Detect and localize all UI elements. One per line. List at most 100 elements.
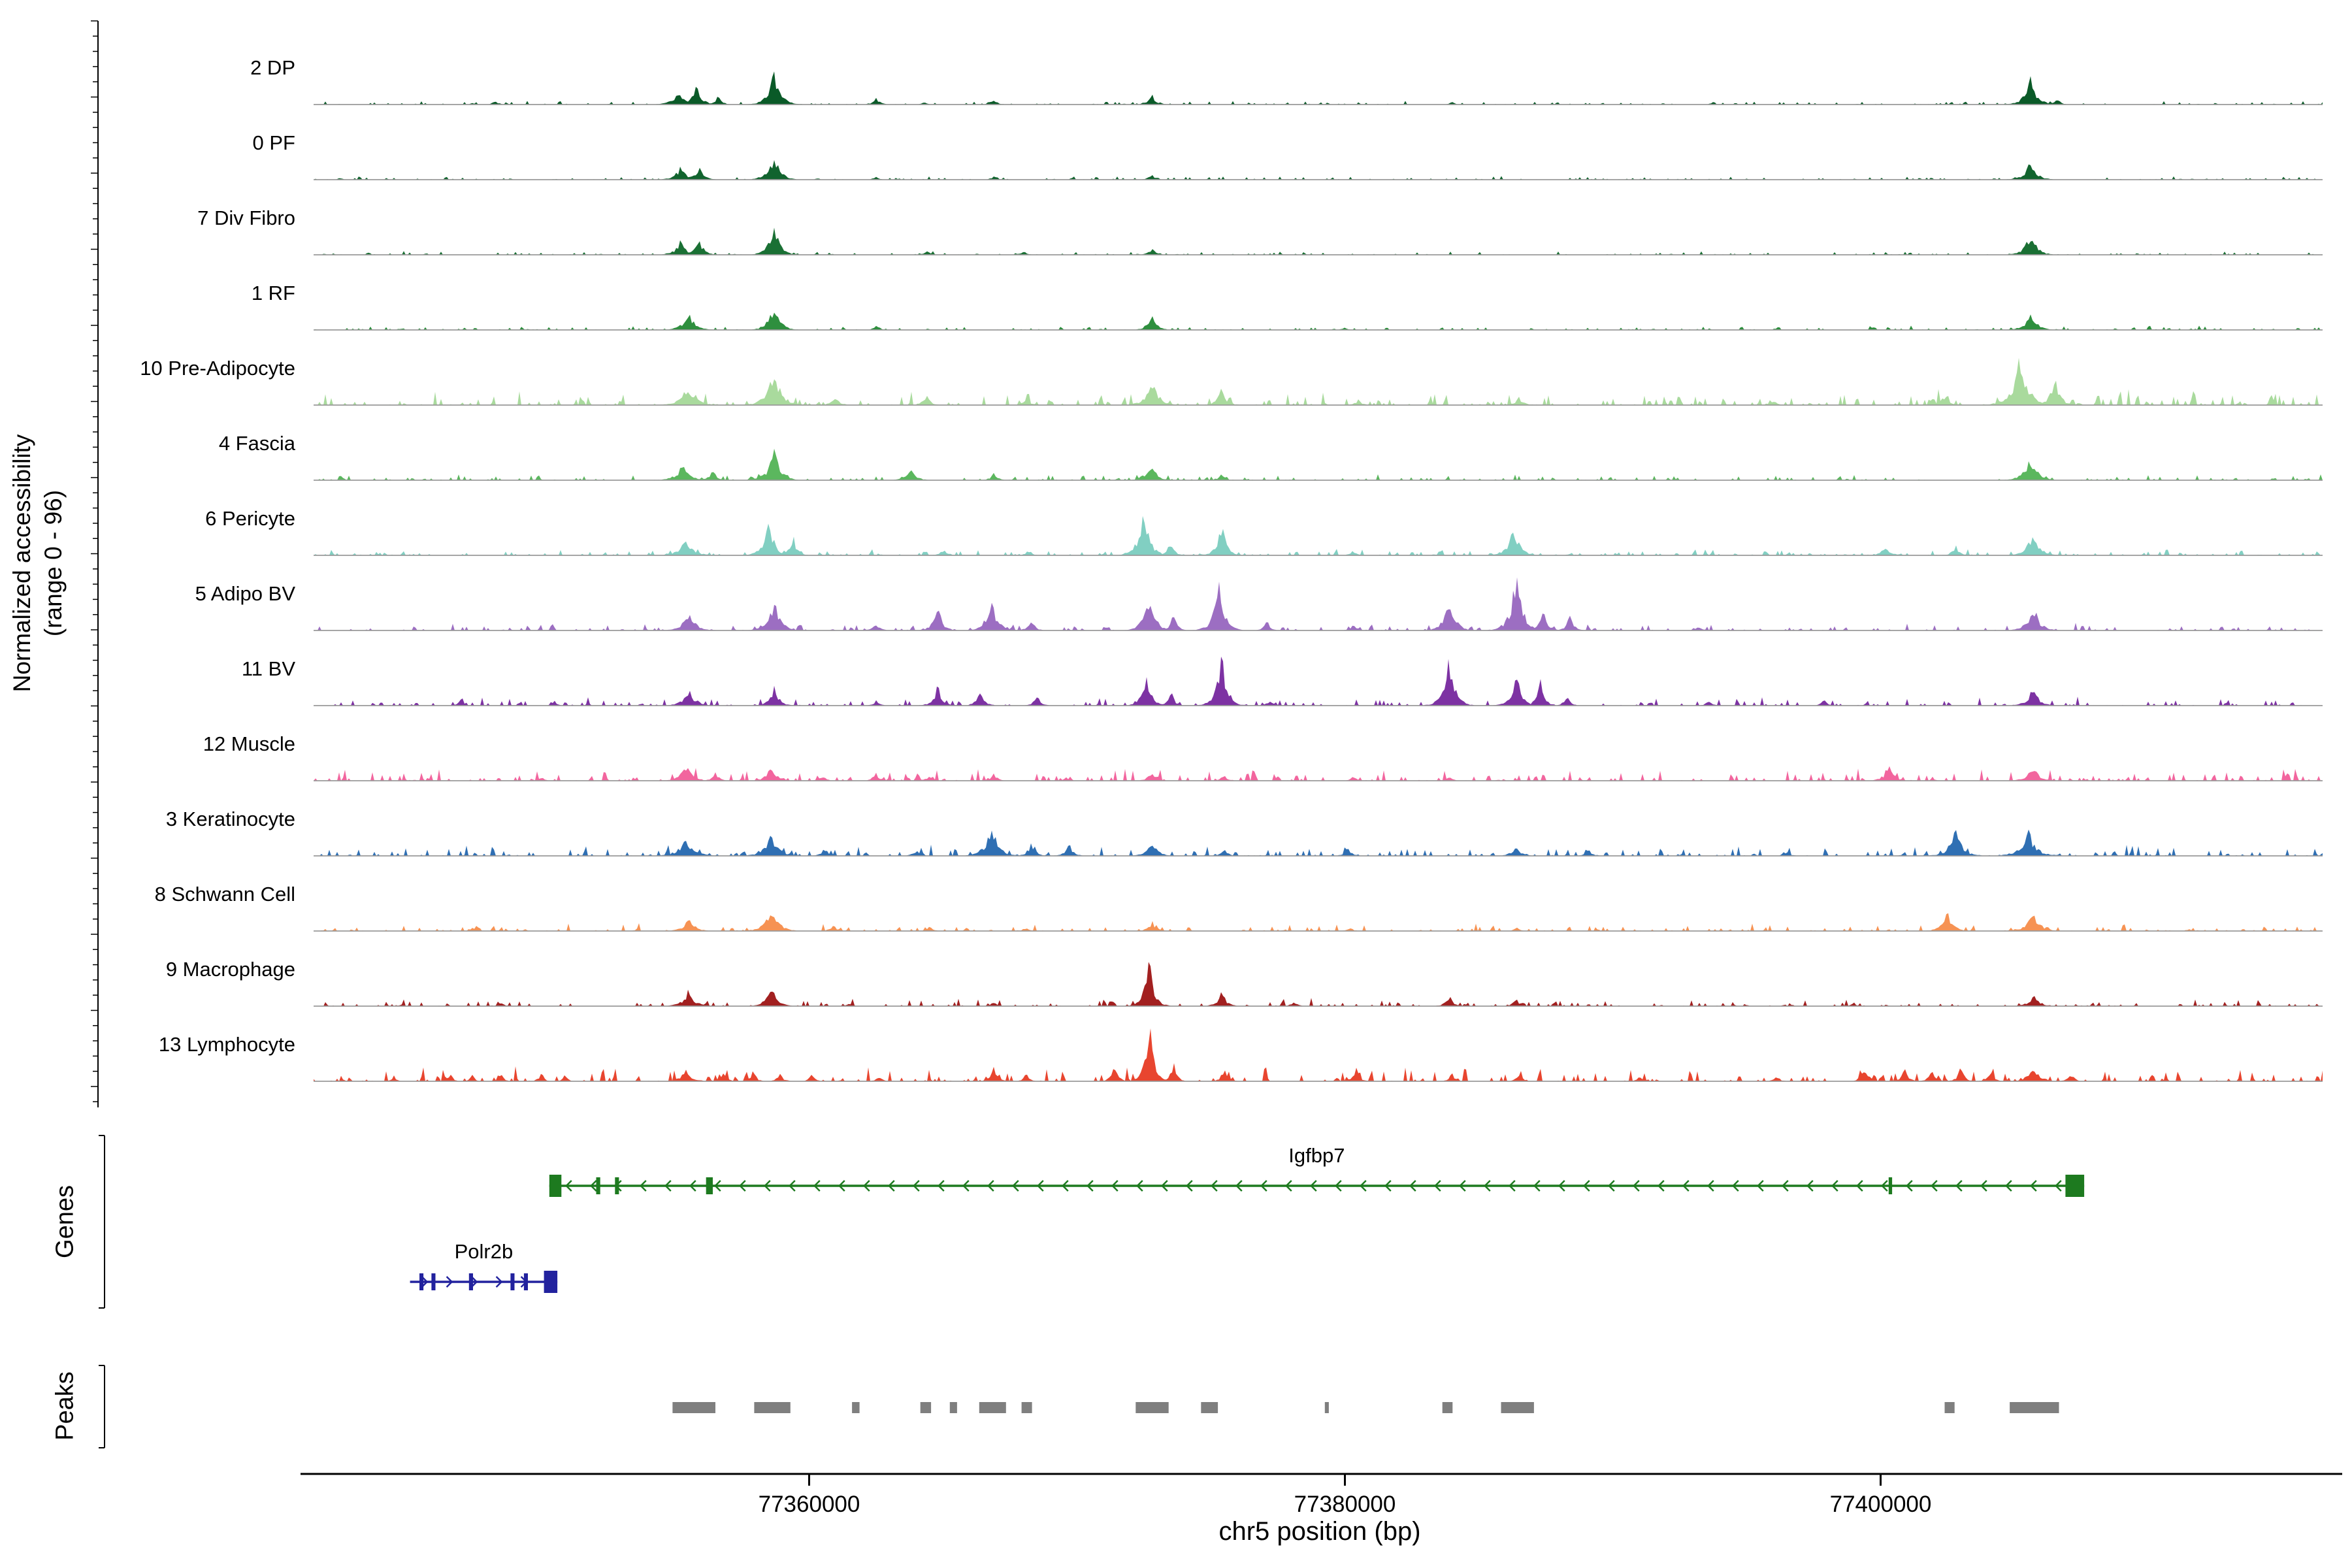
track-label: 9 Macrophage bbox=[166, 958, 295, 981]
gene-strand-arrow-icon bbox=[1062, 1180, 1069, 1192]
gene-strand-arrow-icon bbox=[1434, 1180, 1441, 1192]
y-axis-label: Normalized accessibility (range 0 - 96) bbox=[7, 434, 69, 693]
track-label: 7 Div Fibro bbox=[197, 206, 295, 229]
gene-strand-arrow-icon bbox=[1732, 1180, 1739, 1192]
gene-strand-arrow-icon bbox=[1931, 1180, 1938, 1192]
gene-strand-arrow-icon bbox=[1186, 1180, 1193, 1192]
gene-exon bbox=[1888, 1177, 1893, 1194]
track-label: 5 Adipo BV bbox=[195, 582, 296, 605]
track-signal bbox=[314, 71, 2323, 105]
x-axis-title: chr5 position (bp) bbox=[1218, 1517, 1421, 1546]
gene-strand-arrow-icon bbox=[1037, 1180, 1044, 1192]
gene-strand-arrow-icon bbox=[1310, 1180, 1317, 1192]
peak-region bbox=[920, 1402, 932, 1413]
gene-strand-arrow-icon bbox=[739, 1180, 746, 1192]
track-7-div-fibro: 7 Div Fibro bbox=[197, 206, 2323, 255]
gene-strand-arrow-icon bbox=[1831, 1180, 1838, 1192]
track-label: 6 Pericyte bbox=[205, 507, 295, 530]
gene-strand-arrow-icon bbox=[446, 1276, 453, 1288]
gene-strand-arrow-icon bbox=[1682, 1180, 1690, 1192]
gene-strand-arrow-icon bbox=[1384, 1180, 1392, 1192]
gene-strand-arrow-icon bbox=[1509, 1180, 1516, 1192]
gene-strand-arrow-icon bbox=[962, 1180, 970, 1192]
track-signal bbox=[314, 160, 2323, 180]
peak-region bbox=[1442, 1402, 1453, 1413]
track-13-lymphocyte: 13 Lymphocyte bbox=[159, 1028, 2323, 1082]
gene-strand-arrow-icon bbox=[640, 1180, 647, 1192]
peak-region bbox=[1021, 1402, 1032, 1413]
gene-strand-arrow-icon bbox=[664, 1180, 672, 1192]
gene-polr2b: Polr2b bbox=[410, 1240, 558, 1293]
gene-exon bbox=[544, 1271, 558, 1293]
peak-region bbox=[1135, 1402, 1169, 1413]
gene-strand-arrow-icon bbox=[1235, 1180, 1243, 1192]
gene-strand-arrow-icon bbox=[470, 1276, 478, 1288]
track-label: 10 Pre-Adipocyte bbox=[140, 357, 295, 380]
gene-strand-arrow-icon bbox=[1881, 1180, 1888, 1192]
track-signal bbox=[314, 962, 2323, 1006]
gene-strand-arrow-icon bbox=[913, 1180, 920, 1192]
track-signal bbox=[314, 829, 2323, 856]
track-5-adipo-bv: 5 Adipo BV bbox=[195, 577, 2323, 631]
y-axis-label-line1: Normalized accessibility bbox=[8, 434, 35, 693]
gene-strand-arrow-icon bbox=[1161, 1180, 1168, 1192]
track-label: 0 PF bbox=[253, 131, 295, 154]
gene-exon bbox=[468, 1273, 473, 1290]
gene-strand-arrow-icon bbox=[1086, 1180, 1094, 1192]
gene-strand-arrow-icon bbox=[1360, 1180, 1367, 1192]
track-signal bbox=[314, 448, 2323, 480]
gene-strand-arrow-icon bbox=[1806, 1180, 1814, 1192]
gene-strand-arrow-icon bbox=[1633, 1180, 1640, 1192]
gene-exon bbox=[510, 1273, 515, 1290]
track-label: 8 Schwann Cell bbox=[155, 883, 295, 906]
gene-strand-arrow-icon bbox=[1484, 1180, 1491, 1192]
track-label: 2 DP bbox=[250, 56, 295, 79]
gene-strand-arrow-icon bbox=[495, 1276, 503, 1288]
gene-strand-arrow-icon bbox=[1608, 1180, 1615, 1192]
gene-strand-arrow-icon bbox=[1980, 1180, 1987, 1192]
track-signal bbox=[314, 766, 2323, 781]
track-12-muscle: 12 Muscle bbox=[203, 732, 2323, 781]
gene-strand-arrow-icon bbox=[1782, 1180, 1789, 1192]
peak-region bbox=[1201, 1402, 1218, 1413]
gene-strand-arrow-icon bbox=[1558, 1180, 1565, 1192]
gene-strand-arrow-icon bbox=[938, 1180, 945, 1192]
track-11-bv: 11 BV bbox=[242, 657, 2323, 706]
gene-strand-arrow-icon bbox=[1285, 1180, 1292, 1192]
gene-strand-arrow-icon bbox=[1856, 1180, 1863, 1192]
track-2-dp: 2 DP bbox=[250, 56, 2323, 105]
gene-strand-arrow-icon bbox=[689, 1180, 696, 1192]
peak-region bbox=[1501, 1402, 1534, 1413]
track-signal bbox=[314, 657, 2323, 706]
gene-strand-arrow-icon bbox=[1260, 1180, 1267, 1192]
gene-strand-arrow-icon bbox=[1459, 1180, 1466, 1192]
gene-strand-arrow-icon bbox=[2055, 1180, 2062, 1192]
peak-region bbox=[754, 1402, 791, 1413]
gene-strand-arrow-icon bbox=[1533, 1180, 1541, 1192]
gene-exon bbox=[431, 1273, 436, 1290]
gene-strand-arrow-icon bbox=[2005, 1180, 2012, 1192]
track-3-keratinocyte: 3 Keratinocyte bbox=[166, 808, 2323, 857]
peak-region bbox=[2010, 1402, 2059, 1413]
gene-strand-arrow-icon bbox=[2030, 1180, 2037, 1192]
peak-region bbox=[672, 1402, 715, 1413]
track-label: 3 Keratinocyte bbox=[166, 808, 295, 830]
gene-strand-arrow-icon bbox=[1136, 1180, 1143, 1192]
track-signal bbox=[314, 913, 2323, 931]
track-label: 11 BV bbox=[242, 657, 295, 680]
track-signal bbox=[314, 577, 2323, 630]
gene-strand-arrow-icon bbox=[764, 1180, 771, 1192]
peak-region bbox=[949, 1402, 957, 1413]
gene-strand-arrow-icon bbox=[590, 1180, 597, 1192]
x-axis-tick-label: 77380000 bbox=[1294, 1492, 1396, 1517]
gene-exon bbox=[549, 1175, 562, 1197]
gene-strand-arrow-icon bbox=[789, 1180, 796, 1192]
track-signal bbox=[314, 312, 2323, 330]
gene-strand-arrow-icon bbox=[1955, 1180, 1963, 1192]
gene-exon bbox=[615, 1177, 619, 1194]
track-8-schwann-cell: 8 Schwann Cell bbox=[155, 883, 2323, 932]
track-label: 13 Lymphocyte bbox=[159, 1033, 295, 1056]
gene-exon bbox=[523, 1273, 528, 1290]
gene-exon bbox=[706, 1177, 713, 1194]
